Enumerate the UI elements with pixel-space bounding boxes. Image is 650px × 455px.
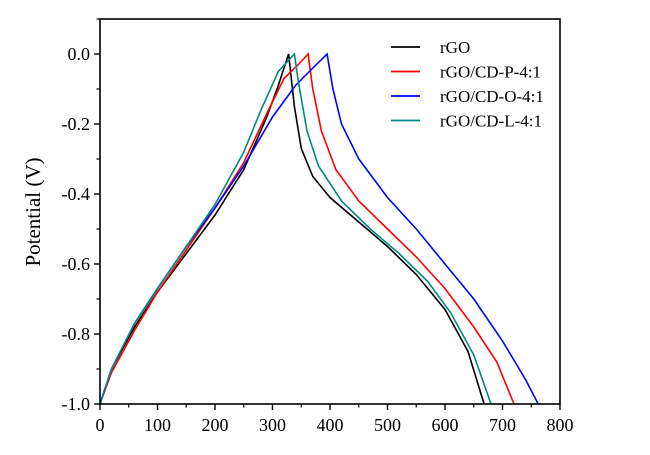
series-line-3 — [99, 52, 492, 405]
x-tick-label: 400 — [317, 415, 344, 435]
y-tick-label: -1.0 — [62, 394, 91, 414]
y-tick-label: -0.4 — [62, 184, 91, 204]
y-tick-label: -0.6 — [62, 254, 91, 274]
series-layer — [99, 52, 539, 405]
x-tick-label: 200 — [202, 415, 229, 435]
series-line-0 — [99, 53, 485, 405]
x-tick-label: 100 — [144, 415, 171, 435]
y-tick-label: 0.0 — [68, 44, 91, 64]
series-line-1 — [99, 52, 515, 405]
x-tick-label: 0 — [96, 415, 105, 435]
x-tick-label: 700 — [489, 415, 516, 435]
legend-label-2: rGO/CD-O-4:1 — [440, 87, 544, 106]
y-axis-label: Potential (V) — [21, 157, 45, 266]
legend-label-3: rGO/CD-L-4:1 — [440, 112, 542, 131]
axes: 0 100 200 300 400 500 600 700 800 0.0 -0.2 -0.4 -0.6… — [62, 18, 574, 435]
legend-label-1: rGO/CD-P-4:1 — [440, 63, 541, 82]
x-tick-label: 500 — [374, 415, 401, 435]
x-tick-label: 300 — [259, 415, 286, 435]
y-tick-label: -0.8 — [62, 324, 91, 344]
x-tick-label: 800 — [547, 415, 574, 435]
y-tick-label: -0.2 — [62, 114, 91, 134]
legend: rGO rGO/CD-P-4:1 rGO/CD-O-4:1 rGO/CD-L-4:1 — [391, 38, 544, 131]
x-tick-label: 600 — [432, 415, 459, 435]
legend-label-0: rGO — [440, 38, 470, 57]
